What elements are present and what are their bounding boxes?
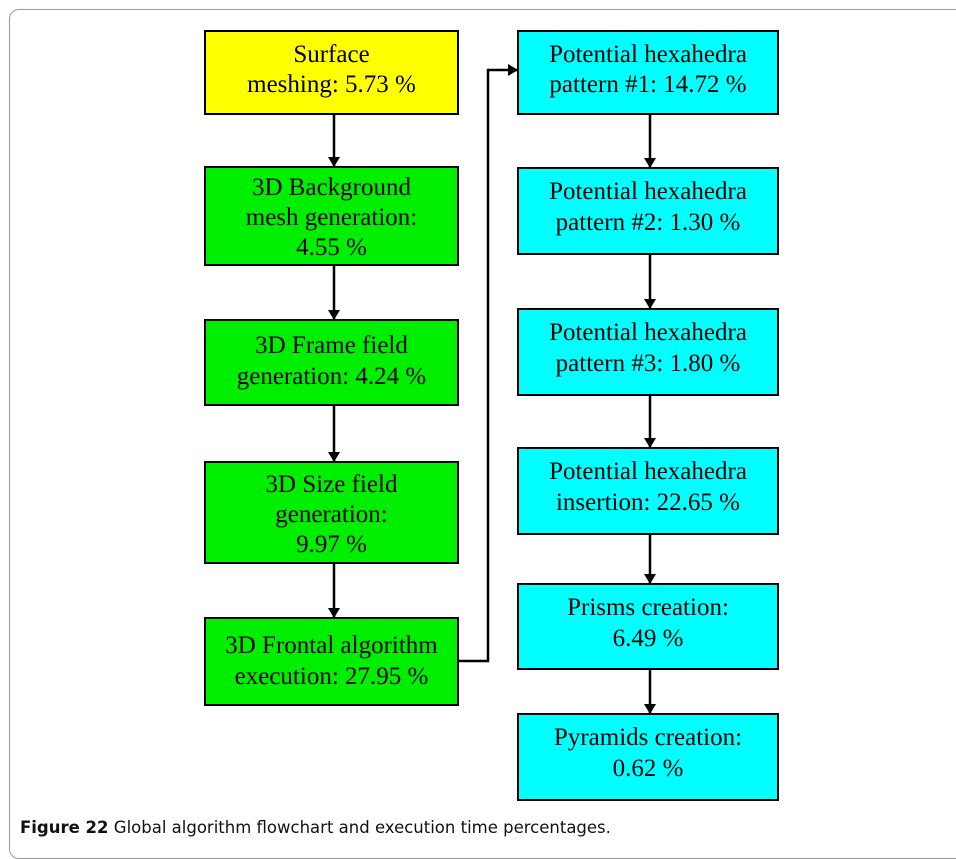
node-background-mesh-line3: 4.55 % — [296, 234, 367, 261]
node-insertion-box — [517, 447, 779, 535]
node-insertion-line2: insertion: 22.65 % — [556, 489, 740, 516]
node-insertion: Potential hexahedra insertion: 22.65 % — [517, 447, 779, 535]
node-frontal-algorithm: 3D Frontal algorithm execution: 27.95 % — [204, 617, 459, 706]
node-pattern-3-line1: Potential hexahedra — [549, 319, 747, 346]
figure-caption-text: Global algorithm flowchart and execution… — [113, 818, 611, 837]
node-pattern-2: Potential hexahedra pattern #2: 1.30 % — [517, 167, 779, 255]
node-frontal-algorithm-line1: 3D Frontal algorithm — [225, 632, 438, 659]
node-frame-field-line1: 3D Frame field — [255, 332, 408, 359]
node-background-mesh-box — [204, 166, 459, 266]
node-pattern-1-line2: pattern #1: 14.72 % — [549, 71, 746, 98]
node-pattern-1-box — [517, 30, 779, 115]
node-frame-field-box — [204, 319, 459, 406]
node-prisms: Prisms creation: 6.49 % — [517, 583, 779, 670]
node-pattern-3-line2: pattern #3: 1.80 % — [556, 350, 741, 377]
node-insertion-line1: Potential hexahedra — [549, 458, 747, 485]
node-pattern-2-box — [517, 167, 779, 255]
node-size-field: 3D Size field generation: 9.97 % — [204, 461, 459, 564]
node-pattern-1: Potential hexahedra pattern #1: 14.72 % — [517, 30, 779, 115]
node-pyramids-line1: Pyramids creation: — [554, 724, 742, 751]
node-pyramids: Pyramids creation: 0.62 % — [517, 713, 779, 801]
node-pattern-2-line2: pattern #2: 1.30 % — [556, 209, 741, 236]
node-prisms-box — [517, 583, 779, 670]
node-size-field-line2: generation: — [275, 501, 387, 528]
node-prisms-line2: 6.49 % — [613, 625, 684, 652]
node-pattern-1-line1: Potential hexahedra — [549, 41, 747, 68]
node-background-mesh-line2: mesh generation: — [246, 204, 417, 231]
node-frontal-algorithm-line2: execution: 27.95 % — [235, 663, 429, 690]
node-frame-field: 3D Frame field generation: 4.24 % — [204, 319, 459, 406]
node-pattern-2-line1: Potential hexahedra — [549, 178, 747, 205]
node-surface-meshing: Surface meshing: 5.73 % — [204, 30, 459, 115]
node-pyramids-line2: 0.62 % — [613, 755, 684, 782]
node-pattern-3: Potential hexahedra pattern #3: 1.80 % — [517, 308, 779, 396]
node-size-field-line1: 3D Size field — [266, 471, 398, 498]
node-background-mesh: 3D Background mesh generation: 4.55 % — [204, 166, 459, 266]
node-frame-field-line2: generation: 4.24 % — [237, 363, 427, 390]
figure-caption: Figure 22 Global algorithm flowchart and… — [20, 818, 611, 837]
node-surface-meshing-line1: Surface — [293, 41, 369, 68]
figure-caption-label: Figure 22 — [20, 818, 109, 837]
node-surface-meshing-box — [204, 30, 459, 115]
node-prisms-line1: Prisms creation: — [567, 594, 729, 621]
node-size-field-line3: 9.97 % — [296, 531, 367, 558]
node-surface-meshing-line2: meshing: 5.73 % — [247, 71, 416, 98]
node-size-field-box — [204, 461, 459, 564]
node-pyramids-box — [517, 713, 779, 801]
node-pattern-3-box — [517, 308, 779, 396]
arrow-frontal-to-pattern-1 — [458, 64, 518, 663]
node-background-mesh-line1: 3D Background — [252, 174, 411, 201]
